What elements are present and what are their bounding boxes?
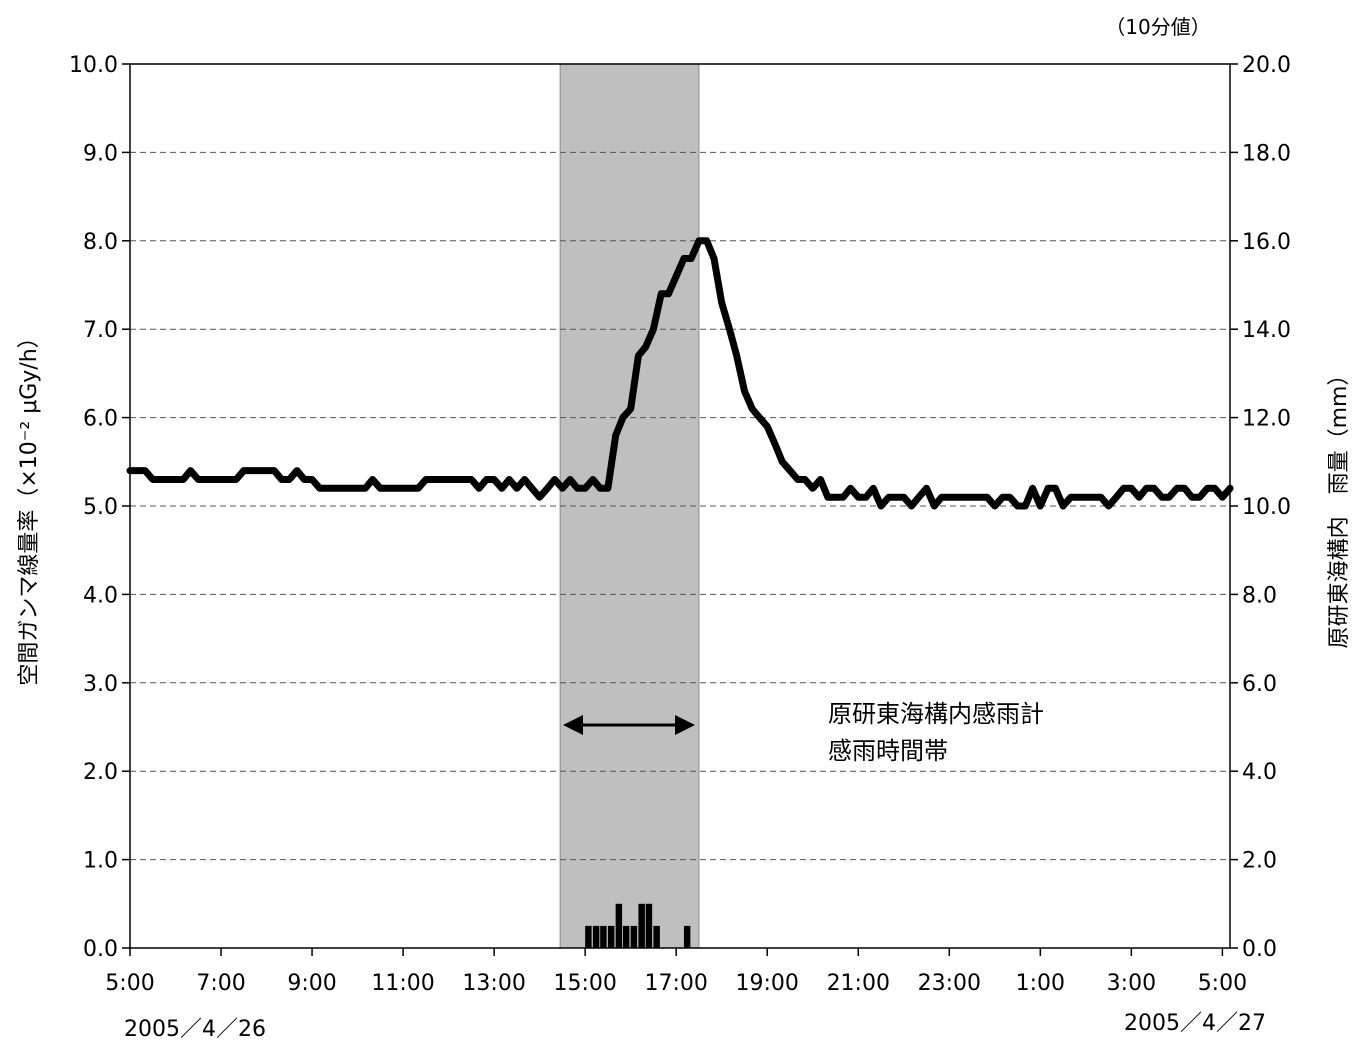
y-left-tick-label: 5.0	[83, 495, 118, 520]
rain-bar	[615, 903, 623, 948]
left-axis: 0.0 1.0 2.0 3.0 4.0 5.0 6.0 7.0 8.0 9.0 10.0	[69, 53, 130, 962]
x-tick-label: 5:00	[105, 971, 154, 996]
rain-bar	[653, 925, 660, 948]
y-left-tick-label: 0.0	[83, 937, 118, 962]
x-tick-label: 3:00	[1107, 971, 1156, 996]
y-left-tick-label: 6.0	[83, 407, 118, 432]
annotation-line-2: 感雨時間帯	[828, 737, 948, 765]
x-tick-label: 7:00	[196, 971, 245, 996]
dose-rate-line	[126, 237, 1234, 510]
y-left-tick-label: 1.0	[83, 849, 118, 874]
y-right-tick-label: 10.0	[1242, 495, 1291, 520]
x-tick-label: 5:00	[1198, 971, 1247, 996]
x-tick-label: 19:00	[736, 971, 799, 996]
y-axis-left-title: 空間ガンマ線量率（×10⁻² μGy/h）	[17, 326, 42, 685]
x-tick-label: 11:00	[371, 971, 434, 996]
y-left-tick-label: 3.0	[83, 672, 118, 697]
y-left-tick-label: 8.0	[83, 230, 118, 255]
y-right-tick-label: 16.0	[1242, 230, 1291, 255]
y-left-tick-label: 10.0	[69, 53, 118, 78]
y-left-tick-label: 7.0	[83, 318, 118, 343]
date-start-label: 2005／4／26	[124, 1017, 266, 1041]
y-right-tick-label: 8.0	[1242, 583, 1277, 608]
right-axis: 0.0 2.0 4.0 6.0 8.0 10.0 12.0 14.0 16.0 18.0 20.0	[1230, 53, 1291, 962]
rain-bar	[630, 925, 638, 948]
rain-period-arrow	[563, 715, 695, 735]
rain-bars	[585, 903, 691, 948]
x-tick-label: 17:00	[644, 971, 707, 996]
grid-lines	[130, 151, 1230, 861]
y-right-tick-label: 2.0	[1242, 849, 1277, 874]
y-right-tick-label: 18.0	[1242, 141, 1291, 166]
rain-bar	[638, 903, 645, 948]
rain-bar	[585, 925, 592, 948]
y-right-tick-label: 4.0	[1242, 760, 1277, 785]
y-right-tick-label: 20.0	[1242, 53, 1291, 78]
y-right-tick-label: 12.0	[1242, 407, 1291, 432]
y-right-tick-label: 6.0	[1242, 672, 1277, 697]
y-axis-right-title: 原研東海構内 雨量（mm）	[1327, 364, 1352, 649]
annotation-line-1: 原研東海構内感雨計	[828, 700, 1044, 728]
rain-bar	[622, 925, 630, 948]
y-right-tick-label: 0.0	[1242, 937, 1277, 962]
date-end-label: 2005／4／27	[1124, 1011, 1266, 1036]
x-tick-label: 23:00	[918, 971, 981, 996]
x-tick-label: 9:00	[287, 971, 336, 996]
rain-bar	[645, 903, 653, 948]
x-tick-label: 21:00	[827, 971, 890, 996]
x-tick-label: 1:00	[1016, 971, 1065, 996]
rain-bar	[607, 925, 615, 948]
rain-bar	[592, 925, 600, 948]
y-left-tick-label: 9.0	[83, 141, 118, 166]
x-axis: 5:00 7:00 9:00 11:00 13:00 15:00 17:00 19:00 21:…	[105, 948, 1247, 996]
x-tick-label: 15:00	[553, 971, 616, 996]
y-left-tick-label: 2.0	[83, 760, 118, 785]
rain-bar	[600, 925, 607, 948]
y-right-tick-label: 14.0	[1242, 318, 1291, 343]
rain-bar	[683, 925, 691, 948]
y-left-tick-label: 4.0	[83, 583, 118, 608]
x-tick-label: 13:00	[462, 971, 525, 996]
unit-note: （10分値）	[1105, 15, 1210, 39]
